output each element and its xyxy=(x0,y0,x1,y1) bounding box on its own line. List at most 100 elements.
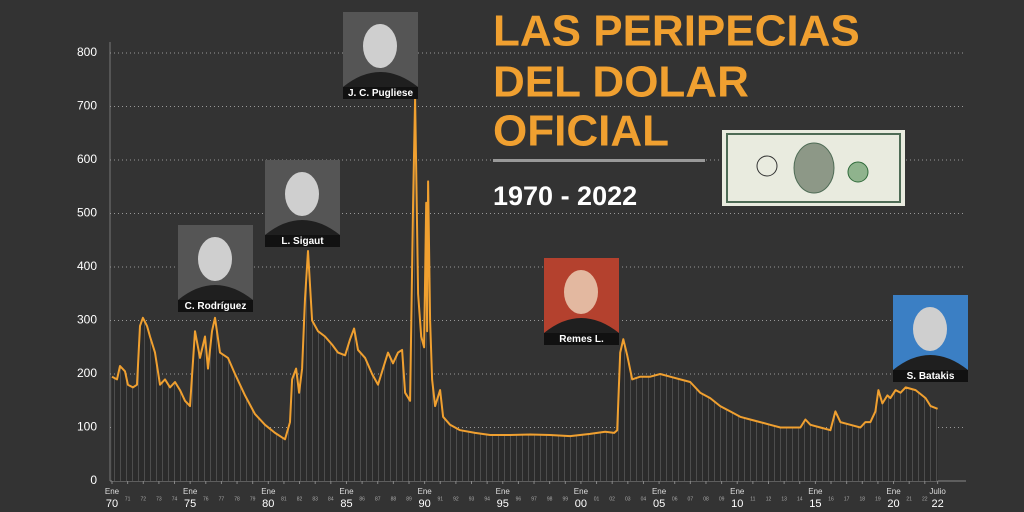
portrait: Remes L. xyxy=(544,258,619,345)
x-tick-label: 75 xyxy=(184,498,196,510)
y-tick-label: 800 xyxy=(77,45,97,59)
photo-face xyxy=(198,237,232,281)
x-tick-month: Ene xyxy=(339,487,354,496)
name-label: L. Sigaut xyxy=(281,236,324,247)
x-tick-label-minor: 21 xyxy=(906,496,912,502)
x-tick-label-minor: 02 xyxy=(609,496,615,502)
x-tick-label-minor: 92 xyxy=(453,496,459,502)
x-tick-label-minor: 73 xyxy=(156,496,162,502)
x-tick-label-minor: 07 xyxy=(688,496,694,502)
x-tick-label-minor: 08 xyxy=(703,496,709,502)
x-tick-label-minor: 99 xyxy=(563,496,569,502)
x-tick-label-minor: 13 xyxy=(781,496,787,502)
x-tick-label: 95 xyxy=(497,498,509,510)
x-tick-label: 22 xyxy=(931,498,943,510)
photo-face xyxy=(913,307,947,351)
x-tick-label-minor: 12 xyxy=(766,496,772,502)
x-tick-label-minor: 77 xyxy=(219,496,225,502)
x-tick-month: Ene xyxy=(418,487,433,496)
x-tick-label-minor: 11 xyxy=(750,496,755,502)
name-box xyxy=(265,235,340,247)
y-tick-label: 200 xyxy=(77,366,97,380)
name-label: J. C. Pugliese xyxy=(348,88,413,99)
name-box xyxy=(343,87,418,99)
y-tick-label: 700 xyxy=(77,99,97,113)
x-tick-label-minor: 88 xyxy=(391,496,397,502)
x-tick-label-minor: 03 xyxy=(625,496,631,502)
x-tick-month: Ene xyxy=(496,487,511,496)
x-tick-label-minor: 76 xyxy=(203,496,209,502)
x-tick-label-minor: 86 xyxy=(359,496,365,502)
y-tick-label: 600 xyxy=(77,152,97,166)
x-tick-label: 10 xyxy=(731,498,743,510)
y-tick-label: 100 xyxy=(77,420,97,434)
photo-body xyxy=(893,355,968,370)
x-tick-label-minor: 97 xyxy=(531,496,537,502)
subtitle: 1970 - 2022 xyxy=(493,181,637,211)
x-tick-label-minor: 14 xyxy=(797,496,803,502)
x-tick-label-minor: 16 xyxy=(828,496,834,502)
area xyxy=(112,98,938,481)
y-tick-label: 300 xyxy=(77,313,97,327)
title-line: DEL DOLAR xyxy=(493,58,749,107)
x-tick-label-minor: 18 xyxy=(860,496,866,502)
y-tick-label: 400 xyxy=(77,259,97,273)
x-tick-month: Ene xyxy=(886,487,901,496)
name-box xyxy=(893,370,968,382)
x-tick-label-minor: 01 xyxy=(594,496,600,502)
x-tick-month: Ene xyxy=(574,487,589,496)
name-box xyxy=(544,333,619,345)
line xyxy=(111,97,938,441)
x-tick-label: 70 xyxy=(106,498,118,510)
x-tick-month: Ene xyxy=(183,487,198,496)
dollar-bill xyxy=(722,130,905,206)
x-tick-label: 85 xyxy=(340,498,352,510)
x-tick-label-minor: 96 xyxy=(516,496,522,502)
x-tick-label-minor: 04 xyxy=(641,496,647,502)
x-tick-label: 05 xyxy=(653,498,665,510)
x-tick-label-minor: 79 xyxy=(250,496,256,502)
x-tick-label-minor: 93 xyxy=(469,496,475,502)
portrait: C. Rodríguez xyxy=(178,225,253,312)
title-line: OFICIAL xyxy=(493,107,669,156)
x-tick-month: Ene xyxy=(730,487,745,496)
photo-body xyxy=(343,72,418,87)
title-rule xyxy=(493,159,705,162)
x-tick-label-minor: 22 xyxy=(922,496,928,502)
title-line: LAS PERIPECIAS xyxy=(493,7,860,56)
x-tick-label-minor: 06 xyxy=(672,496,678,502)
x-tick-label-minor: 19 xyxy=(875,496,881,502)
x-tick-label-minor: 82 xyxy=(297,496,303,502)
portrait: L. Sigaut xyxy=(265,160,340,247)
x-tick-month: Ene xyxy=(652,487,667,496)
portraits: C. Rodríguez L. Sigaut J. C. Pugliese Remes… xyxy=(178,12,968,382)
portrait: S. Batakis xyxy=(893,295,968,382)
x-tick-label-minor: 81 xyxy=(281,496,287,502)
x-tick-label: 15 xyxy=(809,498,821,510)
photo-face xyxy=(363,24,397,68)
x-tick-label-minor: 09 xyxy=(719,496,725,502)
name-label: C. Rodríguez xyxy=(185,301,247,312)
x-tick-label-minor: 78 xyxy=(234,496,240,502)
x-tick-month: Ene xyxy=(261,487,276,496)
name-box xyxy=(178,300,253,312)
x-tick-label: 00 xyxy=(575,498,587,510)
x-tick-month: Ene xyxy=(105,487,120,496)
y-tick-label: 0 xyxy=(90,473,97,487)
photo-body xyxy=(178,285,253,300)
x-tick-label: 90 xyxy=(418,498,430,510)
x-tick-label-minor: 17 xyxy=(844,496,850,502)
x-tick-label-minor: 84 xyxy=(328,496,334,502)
photo-body xyxy=(265,220,340,235)
x-tick-month: Ene xyxy=(808,487,823,496)
x-tick-label-minor: 91 xyxy=(437,496,443,502)
x-tick-label-minor: 94 xyxy=(484,496,490,502)
portrait: J. C. Pugliese xyxy=(343,12,418,99)
x-tick-label-minor: 83 xyxy=(312,496,318,502)
x-tick-label-minor: 71 xyxy=(125,496,131,502)
x-tick-label-minor: 89 xyxy=(406,496,412,502)
photo-face xyxy=(285,172,319,216)
y-tick-label: 500 xyxy=(77,206,97,220)
